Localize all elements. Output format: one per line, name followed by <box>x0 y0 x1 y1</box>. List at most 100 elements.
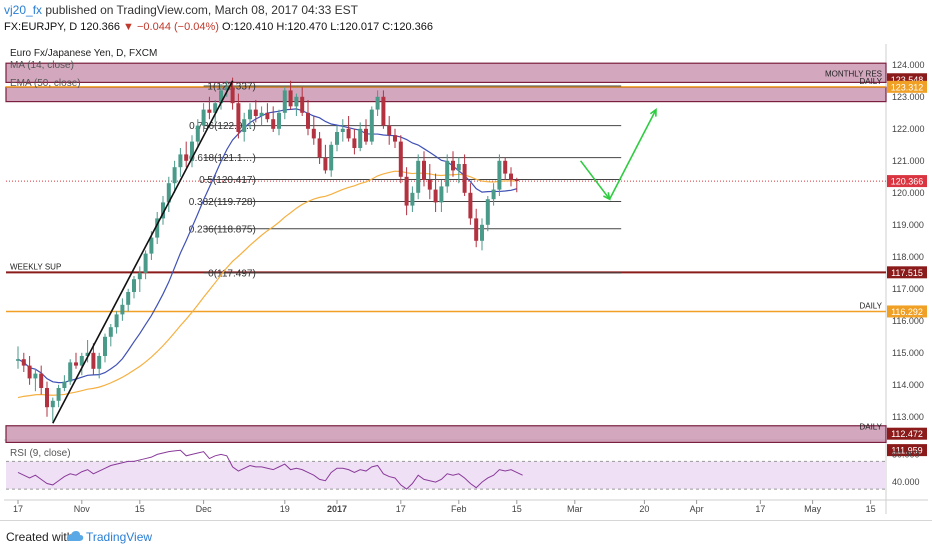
candle-body <box>201 109 206 126</box>
candle-body <box>358 128 363 148</box>
candle-body <box>265 112 270 120</box>
candle-body <box>242 119 247 132</box>
publish-line: vj20_fx published on TradingView.com, Ma… <box>4 3 358 17</box>
price-tag-label: 111.959 <box>891 446 922 456</box>
author-link[interactable]: vj20_fx <box>4 3 43 17</box>
candle-body <box>404 176 409 206</box>
candle-body <box>224 87 229 91</box>
time-axis-tick: 15 <box>866 504 876 514</box>
candle-body <box>311 128 316 139</box>
time-axis-tick: 15 <box>135 504 145 514</box>
price-axis-tick: 114.000 <box>892 380 924 390</box>
candle-body <box>462 164 467 193</box>
rsi-legend: RSI (9, close) <box>10 448 71 459</box>
price-tag <box>887 305 927 318</box>
candle-body <box>474 218 479 241</box>
candle-body <box>393 135 397 142</box>
chart-header: vj20_fx published on TradingView.com, Ma… <box>0 0 932 44</box>
candle-body <box>143 253 148 273</box>
candle-body <box>271 119 276 129</box>
candle-body <box>364 128 368 142</box>
candle-body <box>497 160 502 190</box>
last-price-tag-label: 120.366 <box>891 177 924 187</box>
tradingview-brand-link[interactable]: TradingView <box>86 530 153 544</box>
candle-body <box>335 132 339 145</box>
candle-body <box>317 138 322 158</box>
footer: Created with TradingView <box>0 520 932 551</box>
candle-body <box>50 400 55 408</box>
candle-body <box>398 141 403 177</box>
candle-body <box>451 160 455 171</box>
candle-body <box>16 359 20 361</box>
chart-svg[interactable]: MONTHLY RES 123.548 DAILY 123.312 WEEKLY SUP… <box>4 44 928 518</box>
candle-body <box>172 167 177 184</box>
candle-body <box>68 362 73 382</box>
level-label: WEEKLY SUP <box>10 262 61 271</box>
level-label: DAILY <box>859 301 882 310</box>
candle-body <box>103 336 107 356</box>
sr-zone <box>5 425 887 444</box>
price-tag-label: 112.472 <box>891 429 923 439</box>
candle-body <box>427 180 432 190</box>
created-with-label: Created with <box>6 530 74 544</box>
candle-body <box>340 128 345 132</box>
projection-arrow-line <box>608 109 657 200</box>
time-axis-tick: Feb <box>451 504 467 514</box>
time-axis-tick: 2017 <box>327 504 347 514</box>
candle-body <box>387 125 392 136</box>
ohlc-values: O:120.410 H:120.470 L:120.017 C:120.366 <box>222 21 434 33</box>
candle-body <box>445 160 450 187</box>
rsi-axis-tick: 40.000 <box>892 477 920 487</box>
candle-body <box>236 103 241 132</box>
level-label: MONTHLY RES <box>825 69 882 78</box>
candle-body <box>190 141 194 161</box>
price-axis-tick: 118.000 <box>892 252 924 262</box>
candle-body <box>300 96 305 113</box>
candle-body <box>248 109 252 120</box>
chart-title: Euro Fx/Japanese Yen, D, FXCM <box>10 48 157 59</box>
candle-body <box>79 356 84 366</box>
time-axis-tick: Apr <box>690 504 704 514</box>
candle-body <box>114 314 119 328</box>
projection-arrow-line <box>579 160 611 200</box>
symbol-label: FX:EURJPY, D <box>4 21 78 33</box>
fib-level-label: 0.382(119.728) <box>189 197 256 208</box>
candle-body <box>456 164 461 171</box>
candle-body <box>56 388 61 401</box>
candle-body <box>306 112 310 129</box>
candle-body <box>184 154 189 161</box>
candle-body <box>514 179 519 182</box>
candle-body <box>422 160 426 180</box>
candle-body <box>149 237 154 254</box>
candle-body <box>161 202 165 219</box>
candle-body <box>213 103 218 113</box>
price-tag-label: 117.515 <box>891 268 923 278</box>
candle-body <box>468 192 473 219</box>
price-axis-tick: 123.000 <box>892 92 925 102</box>
candle-body <box>33 373 38 379</box>
candle-body <box>253 109 258 116</box>
candle-body <box>410 192 415 206</box>
candle-body <box>329 144 334 171</box>
candle-body <box>439 186 444 203</box>
price-tag-label: 123.548 <box>891 75 924 85</box>
candle-body <box>126 292 131 305</box>
candle-body <box>282 90 287 113</box>
ma-legend: MA (14, close) <box>10 60 74 71</box>
time-axis-tick: May <box>804 504 822 514</box>
price-tag-label: 116.292 <box>891 307 923 317</box>
time-axis-tick: 17 <box>755 504 765 514</box>
chart-frame[interactable]: MONTHLY RES 123.548 DAILY 123.312 WEEKLY SUP… <box>4 44 928 523</box>
candle-body <box>277 112 281 129</box>
price-tag <box>887 266 927 279</box>
candle-body <box>120 304 125 315</box>
time-axis-tick: Nov <box>74 504 91 514</box>
candle-body <box>230 87 235 104</box>
price-tag <box>887 427 927 440</box>
price-tag-label: 123.312 <box>891 82 924 92</box>
tradingview-cloud-icon <box>66 531 84 541</box>
candle-body <box>381 96 386 126</box>
candle-body <box>509 173 513 180</box>
candle-body <box>195 125 200 142</box>
candle-body <box>323 157 328 171</box>
